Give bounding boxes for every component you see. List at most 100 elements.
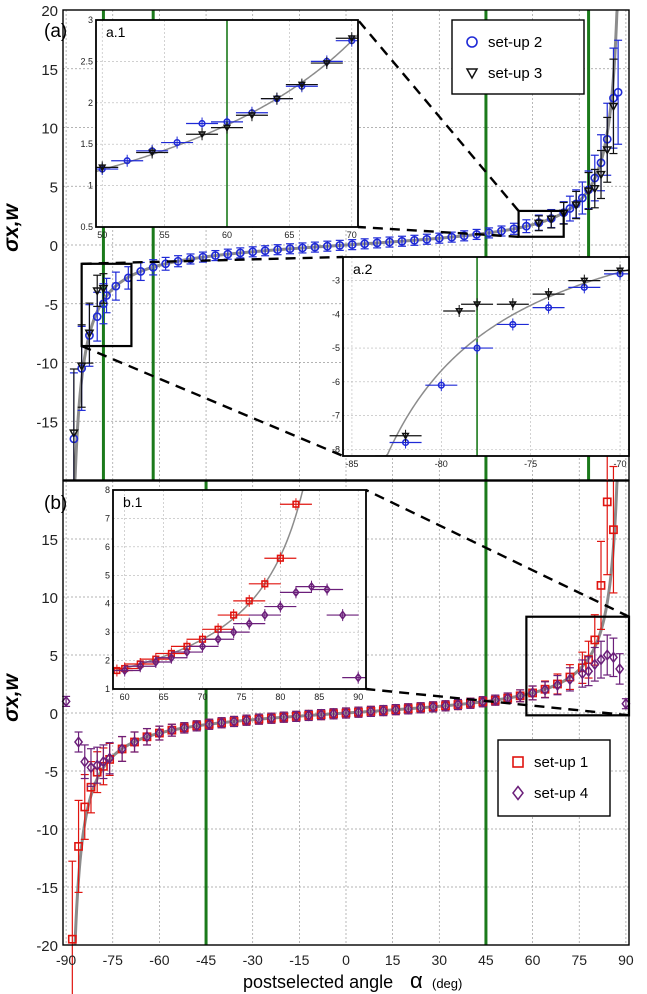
data-point <box>583 187 594 197</box>
data-point <box>142 730 152 743</box>
y-tick-label: 5 <box>50 648 58 665</box>
data-point <box>428 700 438 713</box>
data-point <box>602 497 612 507</box>
inset-data-point <box>580 277 589 285</box>
legend-panel-a: set-up 2 set-up 3 <box>451 19 585 95</box>
inset-frame <box>112 489 367 690</box>
plot-frame <box>62 9 630 481</box>
y-axis-label-a: σx,w <box>0 202 23 251</box>
data-point <box>80 755 90 768</box>
inset-y-tick-label: 1.5 <box>80 139 93 149</box>
inset-plot <box>96 32 358 176</box>
data-point <box>92 759 102 772</box>
x-axis-unit: (deg) <box>432 976 462 991</box>
panel-label-b: (b) <box>44 493 67 514</box>
inset-data-point <box>222 124 232 132</box>
inset-y-tick-label: -6 <box>332 377 340 387</box>
inset-x-tick-label: -70 <box>614 459 627 469</box>
inset-data-point <box>152 657 160 667</box>
data-point <box>403 702 413 715</box>
x-tick-label: -90 <box>56 952 76 968</box>
y-tick-label: 20 <box>41 3 58 20</box>
legend-entry-set-up-3: set-up 3 <box>488 65 542 82</box>
inset-y-tick-label: 8 <box>105 485 110 495</box>
inset-y-tick-label: -5 <box>332 343 340 353</box>
legend-marker <box>512 785 524 801</box>
series-set-up-3 <box>69 58 619 498</box>
inset-data-point <box>183 647 191 657</box>
inset-x-tick-label: 85 <box>314 692 324 702</box>
x-tick-label: 15 <box>385 952 401 968</box>
zoom-leader-a.2 <box>81 255 344 265</box>
inset-x-tick-label: 55 <box>160 230 170 240</box>
inset-data-point <box>508 301 517 309</box>
inset-y-tick-label: -4 <box>332 309 340 319</box>
data-point <box>316 708 326 721</box>
inset-a.1: a.1 50 55 60 65 70 0.5 1 1.5 2 2.5 3 <box>80 15 359 240</box>
data-point <box>241 714 252 727</box>
inset-data-point <box>136 661 144 672</box>
data-point <box>613 87 623 97</box>
y-tick-label: 5 <box>50 179 58 196</box>
data-point <box>608 651 618 664</box>
inset-x-tick-label: 60 <box>222 230 232 240</box>
inset-y-tick-label: 0.5 <box>80 222 93 232</box>
data-point <box>148 262 158 272</box>
data-point <box>67 934 77 944</box>
legend-entry-set-up-1: set-up 1 <box>534 754 588 771</box>
x-tick-label: 45 <box>478 952 494 968</box>
zoom-leader-a.1 <box>357 19 520 212</box>
y-tick-label: -5 <box>45 297 58 314</box>
data-point <box>229 715 239 728</box>
inset-y-tick-label: 1 <box>105 684 110 694</box>
y-tick-label: 15 <box>41 62 58 79</box>
panel-label-a: (a) <box>44 21 67 42</box>
inset-series-set-up-3 <box>389 264 629 442</box>
inset-data-point <box>120 665 129 676</box>
data-point <box>84 329 95 339</box>
y-tick-label: 10 <box>41 590 58 607</box>
inset-x-tick-label: 50 <box>97 230 107 240</box>
inset-data-point <box>473 344 481 352</box>
y-axis-label-b: σx,w <box>0 672 23 721</box>
inset-x-tick-label: 80 <box>275 692 285 702</box>
data-point <box>546 215 557 225</box>
data-point <box>74 841 83 851</box>
data-point <box>484 228 494 238</box>
data-point <box>69 429 79 439</box>
data-point <box>608 102 619 112</box>
data-point <box>347 240 357 250</box>
data-point <box>609 525 618 535</box>
data-point <box>515 689 525 702</box>
inset-data-point <box>197 131 207 139</box>
y-tick-label: 0 <box>50 238 58 255</box>
inset-data-point <box>245 618 253 629</box>
inset-y-tick-label: 1 <box>88 181 93 191</box>
zoom-leader-a.1 <box>357 225 519 238</box>
data-point <box>117 743 127 755</box>
inset-y-tick-label: 5 <box>105 570 110 580</box>
inset-data-point <box>272 95 281 104</box>
inset-data-point <box>214 634 222 645</box>
data-point <box>235 248 245 258</box>
data-point <box>167 724 177 737</box>
data-point <box>416 701 426 714</box>
data-point <box>397 236 407 246</box>
data-point <box>322 241 332 251</box>
y-tick-label: -5 <box>45 764 58 781</box>
data-point <box>217 716 227 729</box>
series-set-up-4 <box>61 634 631 787</box>
legend-box <box>497 739 611 817</box>
data-point <box>571 201 582 211</box>
x-tick-label: -45 <box>196 952 216 968</box>
inset-data-point <box>544 291 553 299</box>
data-point <box>98 284 109 294</box>
data-point <box>360 239 370 249</box>
x-tick-label: -15 <box>289 952 309 968</box>
data-point <box>179 721 189 734</box>
legend-marker <box>466 36 478 48</box>
inset-label-a.1: a.1 <box>106 24 126 40</box>
data-point <box>279 711 289 724</box>
inset-label-a.2: a.2 <box>353 261 373 277</box>
x-axis-symbol: α <box>410 968 423 993</box>
